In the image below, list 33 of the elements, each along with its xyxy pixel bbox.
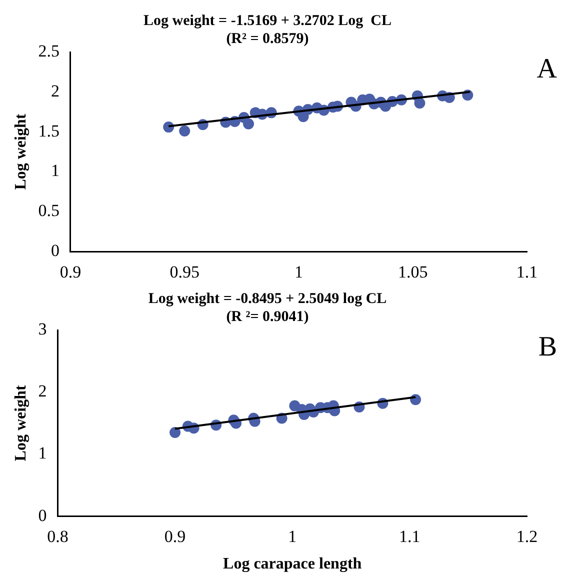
x-tick-label: 1.1 (516, 262, 538, 282)
x-tick-label: 1 (294, 262, 303, 282)
y-tick-label: 1 (38, 444, 47, 463)
chart-subtitle: (R ²= 0.9041) (226, 308, 309, 325)
y-axis-title: Log weight (12, 384, 30, 462)
y-tick-label: 3 (38, 319, 47, 338)
y-tick-label: 2 (50, 81, 60, 100)
x-axis-title: Log carapace length (223, 556, 362, 573)
chart-title: Log weight = -0.8495 + 2.5049 log CL (148, 290, 387, 307)
point (414, 98, 426, 109)
chart-subtitle: (R² = 0.8579) (226, 30, 309, 47)
x-tick-label: 1.05 (398, 262, 428, 282)
x-tick-label: 1.1 (399, 527, 420, 546)
y-axis-title: Log weight (12, 113, 30, 190)
y-tick-label: 0 (50, 241, 60, 260)
point (170, 427, 181, 438)
point (179, 126, 190, 137)
text: B (538, 331, 557, 362)
x-tick-label: 1 (288, 527, 297, 546)
x-tick-label: 0.95 (170, 262, 200, 282)
y-tick-label: 0.5 (38, 201, 60, 220)
y-tick-label: 1.5 (38, 121, 60, 140)
text: A (536, 53, 558, 84)
point (243, 118, 254, 130)
chart-title: Log weight = -1.5169 + 3.2702 Log CL (144, 12, 392, 29)
x-tick-label: 0.8 (47, 527, 68, 546)
x-tick-label: 1.2 (516, 527, 538, 546)
x-tick-label: 0.9 (164, 527, 186, 546)
y-tick-label: 2 (38, 382, 47, 401)
y-tick-label: 1 (50, 161, 60, 180)
y-tick-label: 0 (38, 506, 47, 525)
x-tick-label: 0.9 (60, 262, 82, 282)
y-tick-label: 2.5 (38, 41, 60, 60)
